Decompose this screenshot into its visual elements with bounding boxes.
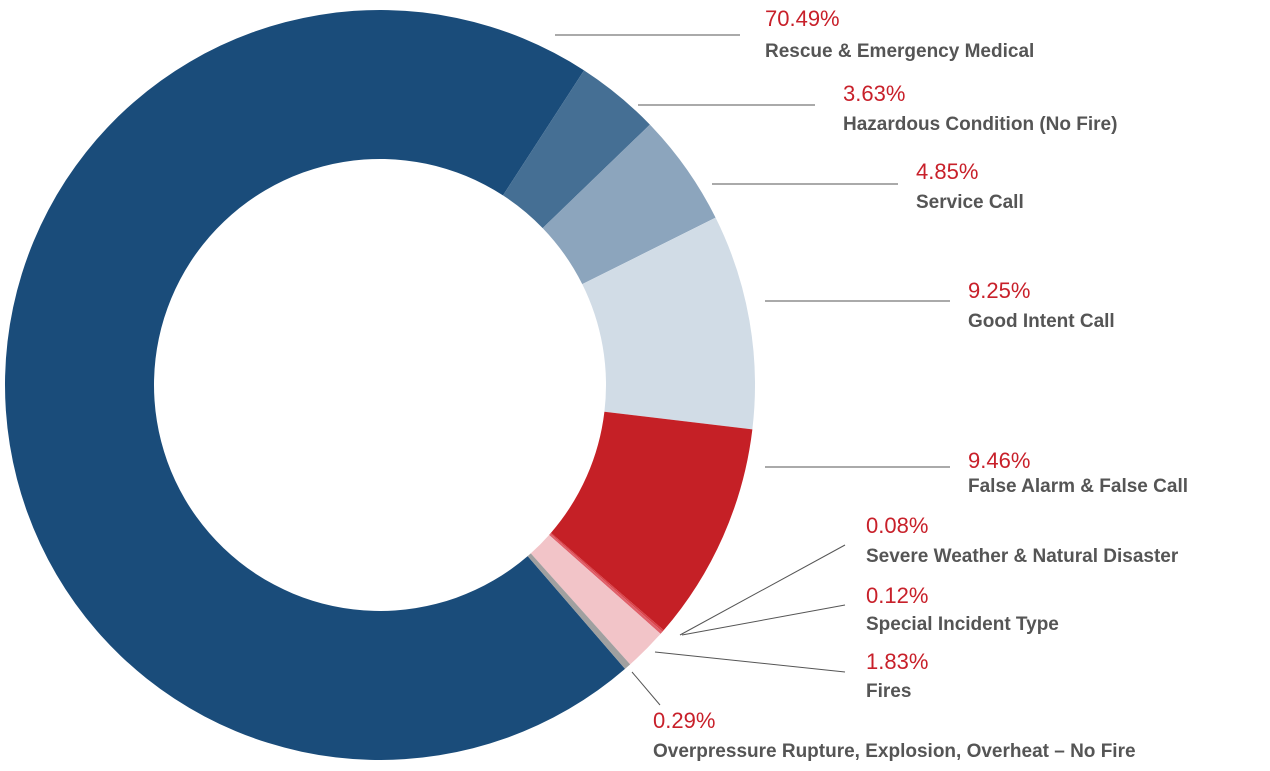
value-label: 3.63% xyxy=(843,81,905,106)
donut-segment xyxy=(549,533,663,634)
category-label: Special Incident Type xyxy=(866,614,1059,635)
value-label: 9.25% xyxy=(968,278,1030,303)
value-label: 4.85% xyxy=(916,159,978,184)
donut-segment xyxy=(550,532,664,632)
category-label: Service Call xyxy=(916,192,1024,213)
donut-segment xyxy=(550,411,753,631)
leader-line xyxy=(654,651,846,673)
donut-segment xyxy=(530,534,661,665)
value-label: 9.46% xyxy=(968,448,1030,473)
category-label: Fires xyxy=(866,681,911,702)
donut-segment xyxy=(502,70,650,229)
donut-segment xyxy=(527,553,631,669)
donut-segment xyxy=(542,124,716,285)
donut-segment xyxy=(4,9,626,761)
category-label: Overpressure Rupture, Explosion, Overhea… xyxy=(653,741,1136,762)
value-label: 0.08% xyxy=(866,513,928,538)
category-label: Severe Weather & Natural Disaster xyxy=(866,546,1179,567)
leader-line xyxy=(631,671,661,706)
donut-segment xyxy=(582,217,755,430)
value-label: 70.49% xyxy=(765,6,840,31)
value-label: 1.83% xyxy=(866,649,928,674)
leader-line xyxy=(681,604,846,636)
value-label: 0.29% xyxy=(653,708,715,733)
category-label: False Alarm & False Call xyxy=(968,476,1188,497)
value-label: 0.12% xyxy=(866,583,928,608)
category-label: Hazardous Condition (No Fire) xyxy=(843,114,1117,135)
category-label: Rescue & Emergency Medical xyxy=(765,41,1034,62)
leader-line xyxy=(679,544,846,636)
category-label: Good Intent Call xyxy=(968,311,1115,332)
